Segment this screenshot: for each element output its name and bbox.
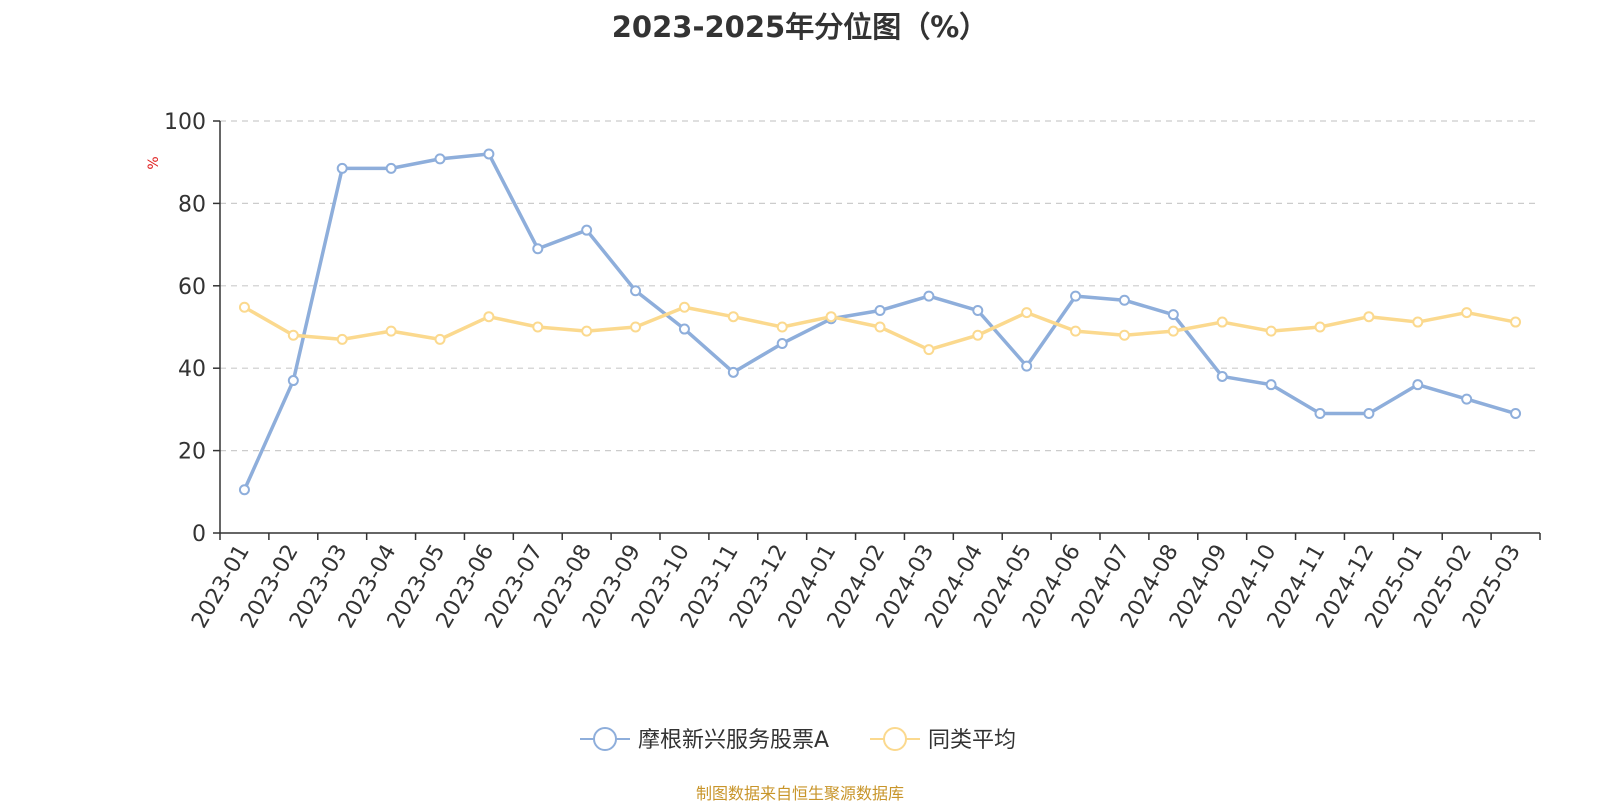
y-tick-label: 60: [178, 275, 206, 300]
y-tick-label: 0: [192, 522, 206, 547]
data-point: [287, 329, 299, 341]
data-point: [1510, 408, 1522, 420]
data-point: [1461, 393, 1473, 405]
data-point: [1021, 307, 1033, 319]
y-tick-label: 100: [164, 110, 206, 135]
grid-lines: [220, 120, 1540, 452]
data-point: [1118, 294, 1130, 306]
data-point: [1070, 290, 1082, 302]
axes: 0204060801002023-012023-022023-032023-04…: [164, 110, 1541, 633]
data-point: [581, 224, 593, 236]
data-point: [1265, 325, 1277, 337]
data-point: [1412, 379, 1424, 391]
data-point: [972, 329, 984, 341]
data-point: [1314, 408, 1326, 420]
data-point: [287, 375, 299, 387]
data-point: [972, 305, 984, 317]
data-point: [532, 243, 544, 255]
legend-label: 摩根新兴服务股票A: [638, 728, 829, 753]
data-point: [1070, 325, 1082, 337]
data-point: [923, 290, 935, 302]
data-point: [1363, 311, 1375, 323]
legend-item[interactable]: 摩根新兴服务股票A: [580, 727, 829, 753]
data-point: [776, 337, 788, 349]
series-group: [238, 301, 1522, 356]
data-point: [1363, 408, 1375, 420]
data-point: [630, 285, 642, 297]
y-tick-label: 20: [178, 440, 206, 465]
data-point: [434, 153, 446, 165]
data-point: [1510, 316, 1522, 328]
data-point: [727, 366, 739, 378]
data-point: [874, 305, 886, 317]
legend-marker: [593, 727, 617, 751]
chart-title: 2023-2025年分位图（%）: [611, 10, 989, 44]
data-point: [923, 344, 935, 356]
data-point: [581, 325, 593, 337]
data-point: [776, 321, 788, 333]
data-point: [1314, 321, 1326, 333]
data-point: [874, 321, 886, 333]
source-note: 制图数据来自恒生聚源数据库: [695, 784, 904, 803]
data-point: [1265, 379, 1277, 391]
data-point: [825, 311, 837, 323]
legend-item[interactable]: 同类平均: [870, 727, 1016, 753]
data-point: [483, 311, 495, 323]
data-point: [238, 301, 250, 313]
y-tick-label: 80: [178, 192, 206, 217]
data-point: [385, 325, 397, 337]
data-point: [1021, 360, 1033, 372]
data-point: [385, 162, 397, 174]
data-point: [1461, 307, 1473, 319]
data-point: [532, 321, 544, 333]
data-point: [1167, 325, 1179, 337]
data-point: [678, 301, 690, 313]
data-point: [434, 333, 446, 345]
data-point: [1216, 370, 1228, 382]
series-lines: [238, 148, 1522, 496]
data-point: [678, 323, 690, 335]
data-point: [336, 333, 348, 345]
data-point: [483, 148, 495, 160]
data-point: [1167, 309, 1179, 321]
data-point: [727, 311, 739, 323]
legend-label: 同类平均: [928, 728, 1016, 753]
data-point: [1118, 329, 1130, 341]
legend-marker: [883, 727, 907, 751]
y-axis-unit-label: %: [146, 156, 162, 169]
data-point: [1216, 316, 1228, 328]
data-point: [630, 321, 642, 333]
data-point: [336, 162, 348, 174]
series-group: [238, 148, 1522, 496]
y-tick-label: 40: [178, 357, 206, 382]
data-point: [238, 484, 250, 496]
data-point: [1412, 316, 1424, 328]
legend[interactable]: 摩根新兴服务股票A 同类平均: [580, 727, 1016, 753]
